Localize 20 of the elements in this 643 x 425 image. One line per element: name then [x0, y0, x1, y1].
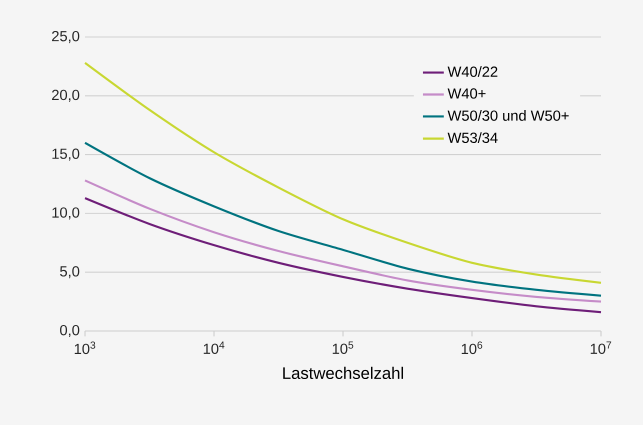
x-tick-label: 10$^{7}$	[590, 341, 612, 354]
y-tick-label: 0,0	[60, 324, 80, 338]
line-series	[84, 179, 602, 303]
x-axis-title: Lastwechselzahl	[283, 366, 404, 380]
x-tick-label: 10$^{4}$	[204, 341, 224, 354]
line-series	[84, 62, 602, 284]
line-series	[84, 197, 602, 314]
y-tick-label: 20,0	[52, 90, 80, 102]
line-series	[84, 142, 602, 297]
y-tick-label: 25,0	[52, 30, 80, 44]
y-tick-label: 15,0	[52, 148, 80, 161]
legend-label: W40/22	[448, 66, 498, 77]
y-tick-label: 10,0	[52, 207, 80, 220]
legend-label: W40+	[448, 88, 486, 99]
x-tick-label: 10$^{6}$	[462, 341, 482, 354]
x-tick-label: 10$^{5}$	[332, 341, 354, 354]
legend-label: W53/34	[448, 132, 498, 143]
x-tick-label: 10$^{3}$	[74, 341, 96, 354]
legend-label: W50/30 und W50+	[448, 110, 569, 121]
y-tick-label: 5,0	[60, 266, 80, 278]
